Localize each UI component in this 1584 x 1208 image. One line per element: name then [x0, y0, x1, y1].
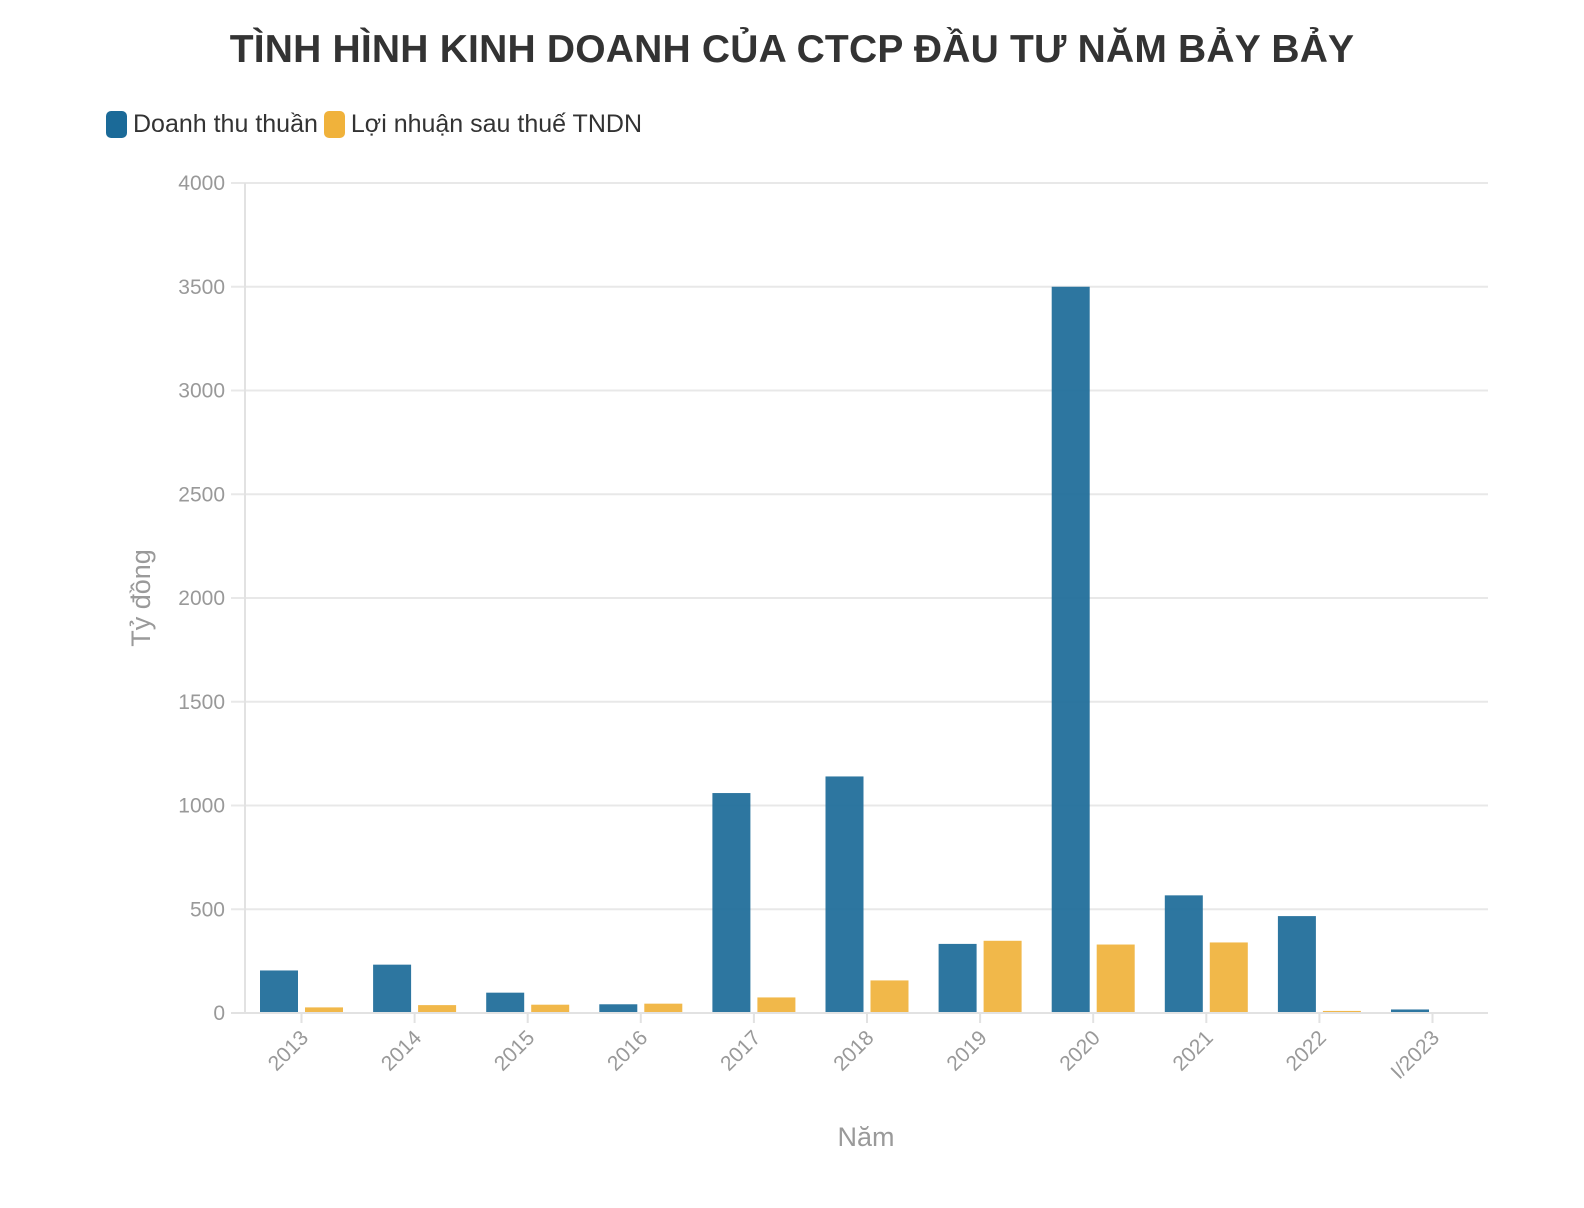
y-tick-label: 1500: [178, 691, 225, 714]
x-tick-label: 2021: [1169, 1026, 1218, 1075]
bar-profit-2014[interactable]: [418, 1005, 457, 1013]
chart-title: TÌNH HÌNH KINH DOANH CỦA CTCP ĐẦU TƯ NĂM…: [229, 28, 1355, 71]
bar-revenue-2014[interactable]: [373, 964, 412, 1013]
bar-profit-2013[interactable]: [305, 1007, 343, 1013]
legend-item-profit[interactable]: Lợi nhuận sau thuế TNDN: [323, 110, 642, 139]
x-tick-label: 2016: [603, 1026, 652, 1075]
x-tick-label: 2019: [942, 1026, 991, 1075]
y-tick-label: 2000: [178, 587, 225, 610]
x-tick-label: 2020: [1055, 1026, 1104, 1075]
bar-revenue-2020[interactable]: [1051, 286, 1090, 1013]
y-tick-label: 0: [213, 1002, 225, 1025]
bars: [260, 286, 1429, 1013]
bar-profit-2015[interactable]: [531, 1004, 570, 1013]
bar-profit-2021[interactable]: [1209, 942, 1248, 1013]
legend-swatch-profit: [323, 111, 345, 138]
bar-revenue-2018[interactable]: [825, 776, 864, 1013]
bar-revenue-2019[interactable]: [938, 943, 977, 1013]
bar-revenue-2022[interactable]: [1277, 916, 1316, 1013]
x-tick-label: 2017: [716, 1026, 765, 1075]
legend: Doanh thu thuần Lợi nhuận sau thuế TNDN: [106, 110, 648, 139]
legend-label-revenue: Doanh thu thuần: [133, 110, 318, 138]
y-axis-ticks: 0 500 1000 1500 2000 2500 3000 3500 4000: [178, 172, 225, 1025]
bar-revenue-2017[interactable]: [712, 793, 751, 1013]
legend-label-profit: Lợi nhuận sau thuế TNDN: [350, 110, 642, 138]
bar-profit-2022[interactable]: [1322, 1010, 1361, 1013]
bar-profit-2018[interactable]: [870, 980, 909, 1013]
x-tick-label: I/2023: [1386, 1026, 1444, 1084]
x-axis-ticks: 2013 2014 2015 2016 2017 2018 2019 2020 2021 2022…: [264, 1013, 1444, 1084]
y-tick-label: 2500: [178, 483, 225, 506]
x-tick-label: 2013: [264, 1026, 313, 1075]
bar-revenue-2016[interactable]: [599, 1004, 638, 1013]
y-tick-label: 4000: [178, 172, 225, 195]
y-tick-label: 3500: [178, 276, 225, 299]
bar-profit-2017[interactable]: [757, 997, 796, 1013]
bar-revenue-2015[interactable]: [486, 992, 525, 1013]
bar-profit-2016[interactable]: [644, 1003, 683, 1013]
x-tick-label: 2018: [829, 1026, 878, 1075]
y-axis-title: Tỷ đồng: [126, 549, 156, 647]
bar-profit-2020[interactable]: [1096, 944, 1135, 1013]
y-tick-label: 1000: [178, 795, 225, 818]
bar-revenue-2021[interactable]: [1164, 895, 1203, 1013]
x-tick-label: 2022: [1282, 1026, 1331, 1075]
legend-swatch-revenue: [106, 111, 127, 138]
legend-item-revenue[interactable]: Doanh thu thuần: [106, 110, 318, 139]
x-tick-label: 2014: [377, 1026, 427, 1076]
bar-profit-2019[interactable]: [983, 940, 1022, 1013]
bar-revenue-2013[interactable]: [260, 970, 298, 1013]
y-tick-label: 3000: [178, 380, 225, 403]
y-tick-label: 500: [190, 898, 225, 921]
x-axis-title: Năm: [837, 1122, 894, 1152]
bar-revenue-I-2023[interactable]: [1391, 1009, 1429, 1013]
x-tick-label: 2015: [490, 1026, 539, 1075]
